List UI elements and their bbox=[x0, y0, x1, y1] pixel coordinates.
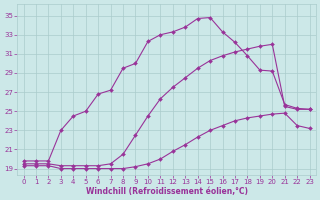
X-axis label: Windchill (Refroidissement éolien,°C): Windchill (Refroidissement éolien,°C) bbox=[85, 187, 248, 196]
